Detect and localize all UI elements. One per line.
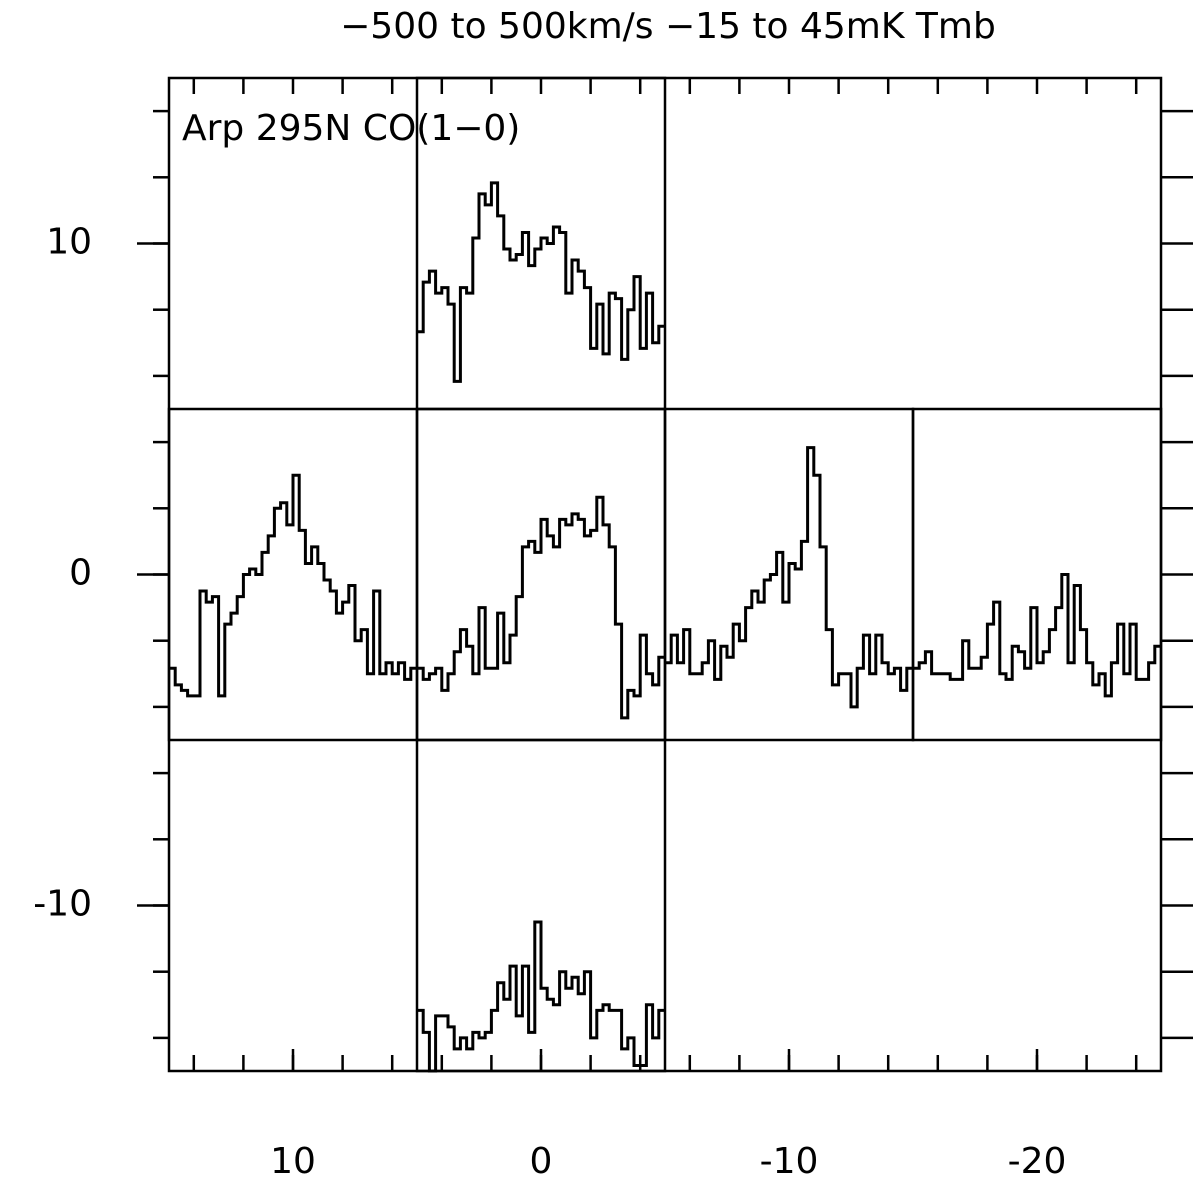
spectrum <box>169 473 417 698</box>
panel-frame <box>167 407 419 742</box>
spectrum <box>913 573 1161 698</box>
panel-frame <box>911 407 1163 742</box>
y-tick-label: 0 <box>69 553 92 594</box>
spectrum <box>417 495 665 720</box>
panel-frame <box>415 738 667 1073</box>
spectrum <box>417 920 665 1073</box>
x-tick-label: 0 <box>530 1141 553 1182</box>
y-tick-label: 10 <box>46 222 92 263</box>
x-tick-label: -20 <box>1008 1141 1067 1182</box>
spectrum <box>417 181 665 383</box>
spectrum <box>665 446 913 709</box>
y-tick-label: -10 <box>33 884 92 925</box>
annotation: Arp 295N CO(1−0) <box>182 108 520 149</box>
chart-title: −500 to 500km/s −15 to 45mK Tmb <box>340 6 996 47</box>
x-tick-label: -10 <box>760 1141 819 1182</box>
x-tick-label: 10 <box>270 1141 316 1182</box>
